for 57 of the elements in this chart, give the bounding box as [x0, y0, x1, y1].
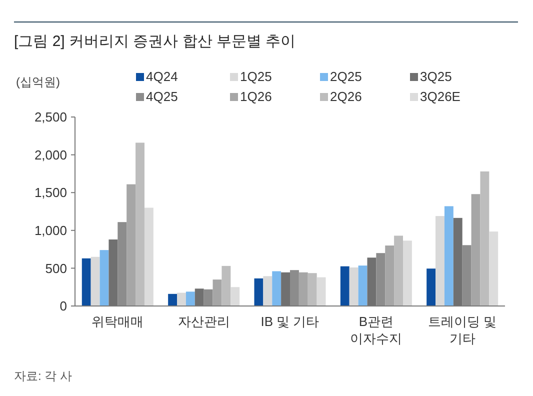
bar [204, 289, 213, 306]
legend-label: 3Q26E [420, 89, 461, 104]
y-tick-label: 2,000 [34, 147, 67, 162]
bar [426, 268, 436, 306]
bar [212, 280, 222, 306]
legend-label: 3Q25 [420, 69, 452, 84]
bar [82, 258, 91, 306]
legend-label: 4Q25 [146, 89, 178, 104]
bar [298, 272, 308, 306]
bar [290, 270, 299, 306]
x-tick-label: B관련 이자수지 [350, 314, 402, 346]
text: 자료: 각 사 [14, 369, 72, 383]
bar [358, 266, 368, 306]
bar [118, 222, 127, 306]
bar [136, 142, 144, 306]
bar [402, 240, 412, 306]
bar [144, 208, 154, 306]
legend-label: 2Q26 [330, 89, 362, 104]
legend-label: 4Q24 [146, 69, 178, 84]
bar [436, 216, 444, 306]
x-tick-label: 자산관리 [178, 314, 230, 329]
y-tick-label: 1,000 [34, 222, 67, 238]
bar [376, 253, 386, 306]
bar [349, 267, 358, 306]
chart-title: [그림 2] 커버리지 증권사 합산 부문별 추이 [14, 33, 296, 50]
bar [272, 271, 282, 306]
bar [126, 184, 136, 306]
bar [462, 245, 472, 306]
bar [168, 294, 178, 306]
legend-label: 1Q25 [240, 69, 272, 84]
bar [340, 266, 350, 306]
bar [471, 194, 480, 306]
bar [480, 171, 490, 306]
y-axis-title: (십억원) [16, 75, 60, 89]
x-tick-label: 위탁매매 [92, 314, 144, 329]
x-tick-label: IB 및 기타 [260, 314, 320, 329]
bar [444, 206, 454, 306]
x-tick-label: 트레이딩 및 기타 [428, 314, 497, 346]
bar [254, 278, 264, 306]
bar [177, 292, 186, 306]
bar [385, 246, 394, 306]
bar [263, 276, 272, 306]
bar [230, 287, 240, 306]
bar [394, 236, 403, 306]
bar [186, 292, 195, 306]
bar [100, 250, 109, 306]
bar [222, 266, 231, 306]
y-tick-label: 500 [45, 260, 67, 276]
bar [316, 277, 326, 306]
y-tick-label: 1,500 [34, 185, 67, 200]
bar [489, 232, 498, 306]
legend-label: 1Q26 [240, 89, 272, 104]
bar [90, 256, 100, 306]
bar [308, 273, 317, 306]
y-tick-label: 0 [60, 298, 67, 314]
y-tick-label: 2,500 [34, 110, 67, 125]
legend-label: 2Q25 [330, 69, 362, 84]
